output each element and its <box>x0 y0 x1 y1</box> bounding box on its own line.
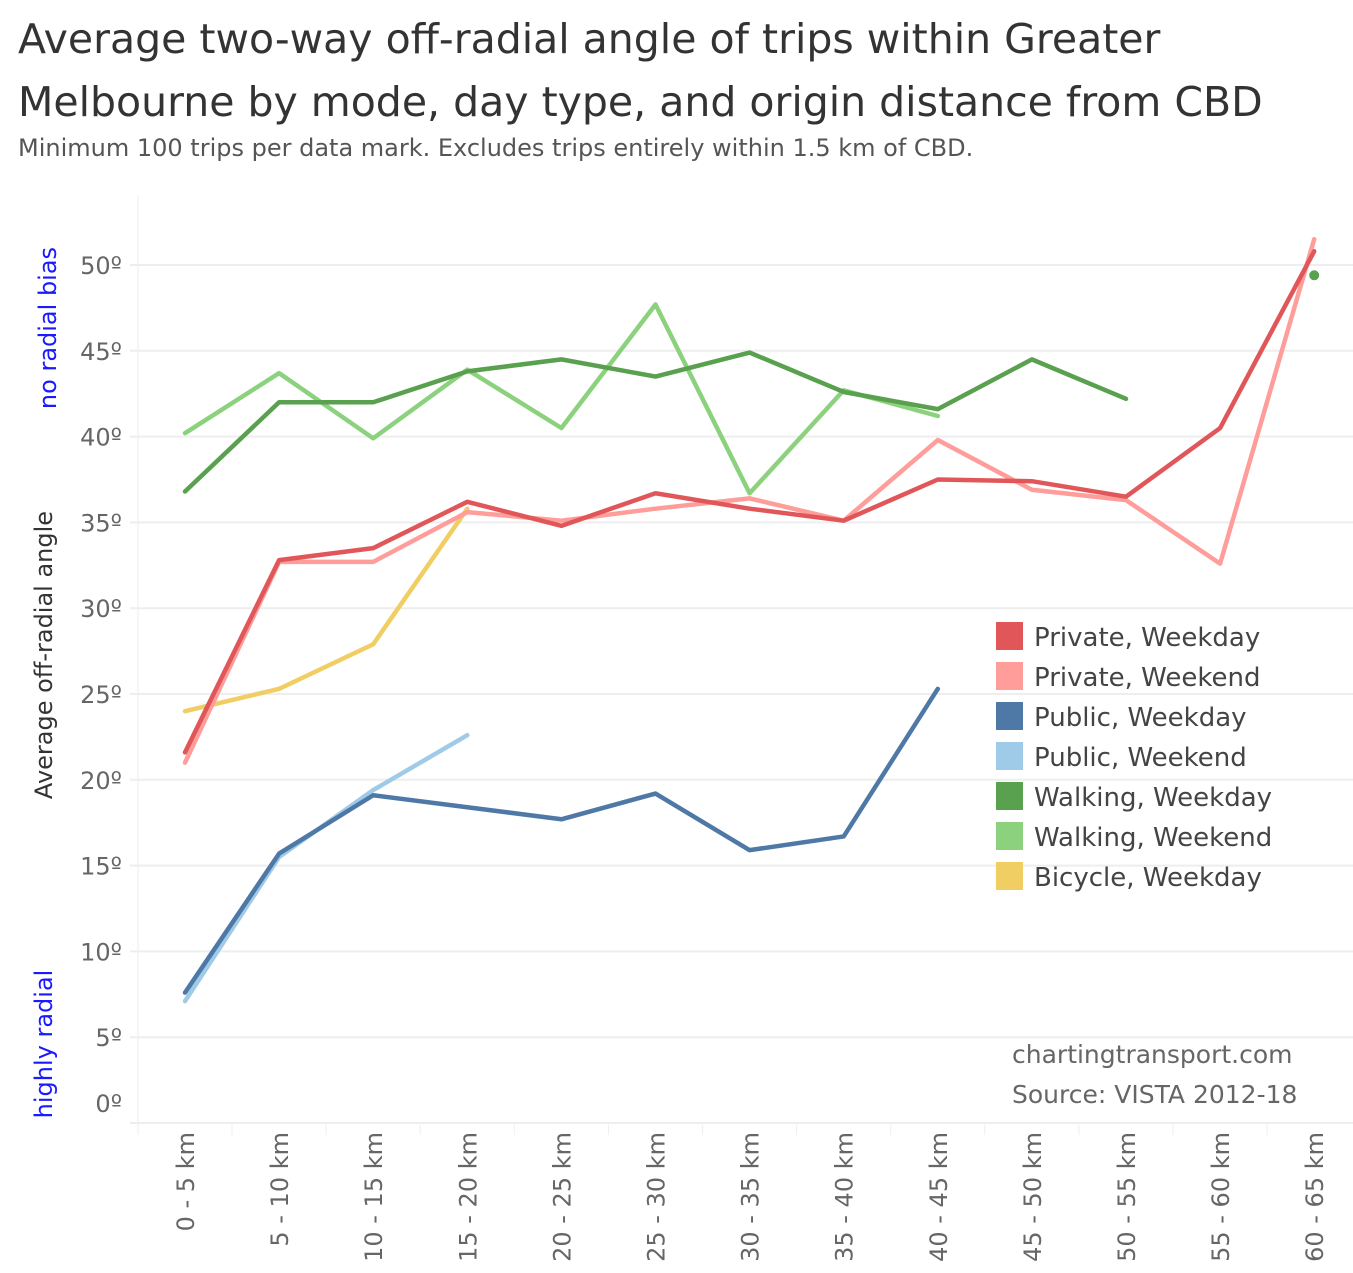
legend-swatch <box>996 862 1023 890</box>
series-line-private-weekend <box>182 237 1317 765</box>
series-line-walking-weekend <box>182 302 941 496</box>
y-tick-label: 20º <box>80 767 122 795</box>
x-tick-label: 50 - 55 km <box>1113 1132 1141 1262</box>
legend-label: Public, Weekend <box>1034 743 1247 773</box>
y-tick-label: 5º <box>95 1024 122 1052</box>
y-tick-label: 0º <box>95 1090 122 1118</box>
x-tick-label: 55 - 60 km <box>1207 1132 1235 1262</box>
source-annotation: Source: VISTA 2012-18 <box>1012 1080 1297 1109</box>
chart-title: Average two-way off-radial angle of trip… <box>18 15 1263 126</box>
y-tick-label: 15º <box>80 853 122 881</box>
data-point <box>1309 270 1320 281</box>
series-line-public-weekday <box>182 686 941 995</box>
series-line-private-weekday <box>182 249 1317 755</box>
chart-subtitle: Minimum 100 trips per data mark. Exclude… <box>18 134 974 162</box>
legend-label: Public, Weekday <box>1034 703 1247 733</box>
legend-swatch <box>996 742 1023 770</box>
legend-label: Walking, Weekday <box>1034 783 1272 813</box>
y-tick-label: 40º <box>80 424 122 452</box>
source-annotation: chartingtransport.com <box>1012 1040 1293 1069</box>
y-tick-label: 45º <box>80 338 122 366</box>
y-tick-label: 10º <box>80 938 122 966</box>
y-axis-title: Average off-radial angle <box>30 511 58 799</box>
x-tick-label: 25 - 30 km <box>643 1132 671 1262</box>
legend-swatch <box>996 782 1023 810</box>
y-tick-label: 30º <box>80 595 122 623</box>
legend-label: Walking, Weekend <box>1034 823 1272 853</box>
legend-label: Bicycle, Weekday <box>1034 863 1262 893</box>
x-tick-label: 20 - 25 km <box>548 1132 576 1262</box>
x-tick-label: 60 - 65 km <box>1301 1132 1329 1262</box>
legend-swatch <box>996 662 1023 690</box>
x-tick-label: 40 - 45 km <box>925 1132 953 1262</box>
annotation-highly-radial: highly radial <box>30 970 58 1119</box>
legend-label: Private, Weekday <box>1034 623 1260 653</box>
y-tick-label: 50º <box>80 252 122 280</box>
series-line-bicycle-weekday <box>182 506 470 714</box>
y-tick-label: 25º <box>80 681 122 709</box>
x-tick-label: 5 - 10 km <box>266 1132 294 1247</box>
series-line-walking-weekday <box>182 350 1129 494</box>
legend-swatch <box>996 822 1023 850</box>
x-tick-label: 45 - 50 km <box>1019 1132 1047 1262</box>
annotation-no-radial-bias: no radial bias <box>34 247 62 409</box>
y-tick-label: 35º <box>80 509 122 537</box>
x-tick-label: 10 - 15 km <box>360 1132 388 1262</box>
legend-swatch <box>996 702 1023 730</box>
legend-swatch <box>996 622 1023 650</box>
x-tick-label: 30 - 35 km <box>737 1132 765 1262</box>
legend-label: Private, Weekend <box>1034 663 1260 693</box>
series-line-public-weekend <box>182 732 470 1004</box>
x-tick-label: 15 - 20 km <box>454 1132 482 1262</box>
x-tick-label: 35 - 40 km <box>831 1132 859 1262</box>
x-tick-label: 0 - 5 km <box>172 1132 200 1231</box>
